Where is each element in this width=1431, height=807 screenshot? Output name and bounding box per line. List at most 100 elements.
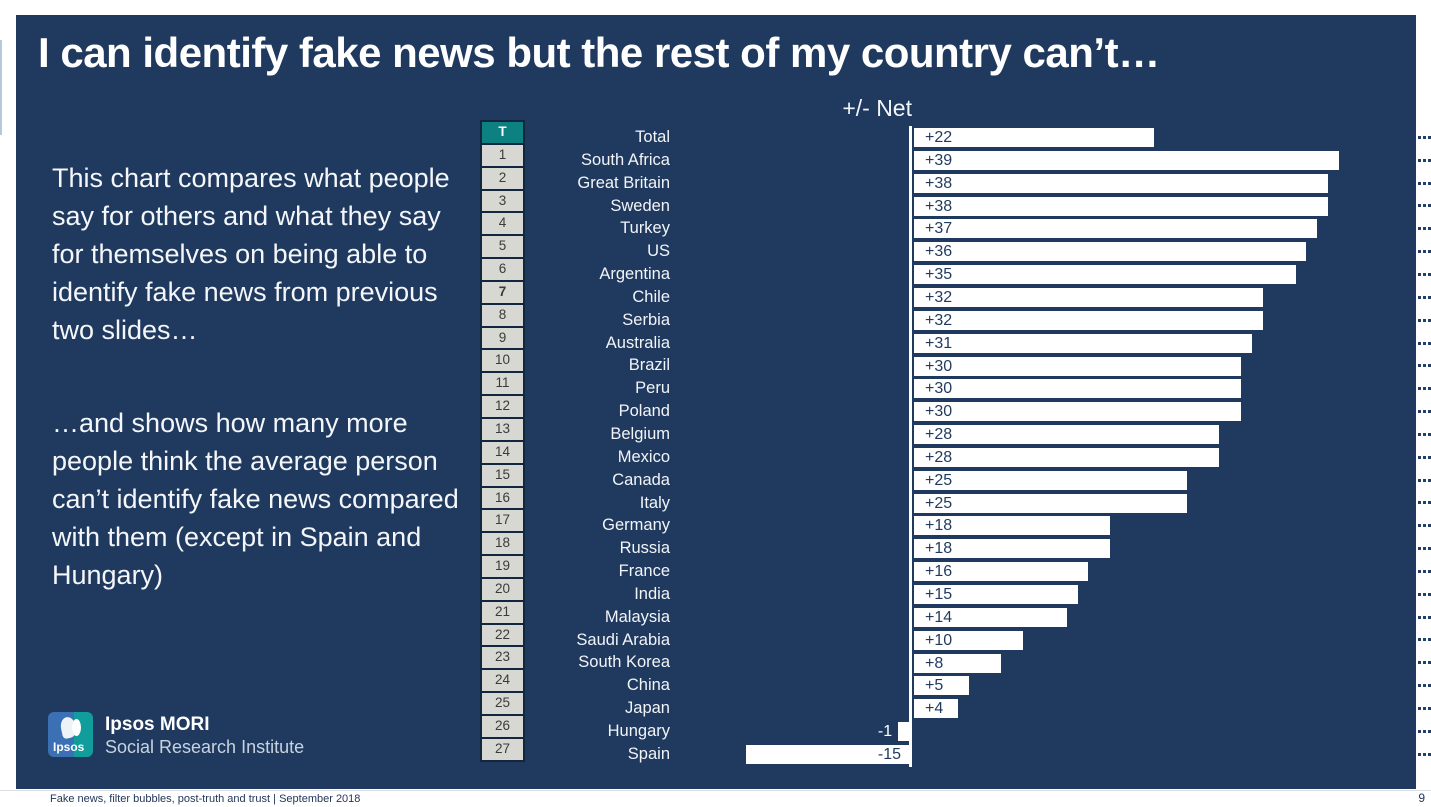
country-label: Saudi Arabia [576, 630, 670, 649]
country-label: Argentina [599, 265, 670, 284]
bar-value-label: -1 [877, 723, 893, 741]
bar: +10 [914, 630, 1023, 650]
bar-value-label: +28 [925, 448, 953, 466]
commentary-block: This chart compares what people say for … [52, 159, 476, 594]
dotted-guide-row [1418, 240, 1431, 263]
bar: +32 [914, 287, 1263, 307]
bar: +38 [914, 173, 1329, 193]
commentary-paragraph-1: This chart compares what people say for … [52, 163, 450, 345]
bar: +16 [914, 562, 1089, 582]
bar: +4 [914, 699, 958, 719]
dotted-guide-row [1418, 629, 1431, 652]
bar-value-label: +5 [925, 677, 944, 695]
bar-value-label: +36 [925, 243, 953, 261]
bar-value-label: +18 [925, 540, 953, 558]
footer-divider [0, 790, 1431, 791]
logo-glyph [72, 719, 81, 736]
rank-cell: 21 [482, 601, 523, 623]
country-label: US [647, 242, 670, 261]
bar-value-label: +38 [925, 174, 953, 192]
bar: +18 [914, 539, 1111, 559]
bar-value-label: +37 [925, 220, 953, 238]
rank-cell: 7 [482, 281, 523, 303]
left-edge-artifact [0, 40, 2, 135]
dotted-guide-row [1418, 583, 1431, 606]
bar-value-label: +30 [925, 357, 953, 375]
dotted-guide-row [1418, 720, 1431, 743]
bar: +37 [914, 219, 1318, 239]
bar-value-label: +8 [925, 654, 944, 672]
dotted-guide-row [1418, 469, 1431, 492]
country-label: Total [635, 128, 670, 146]
rank-cell: 22 [482, 624, 523, 646]
logo-block: Ipsos Ipsos MORI Social Research Institu… [48, 712, 304, 758]
rank-cell: 4 [482, 213, 523, 235]
bar-value-label: +14 [925, 608, 953, 626]
bar: +28 [914, 425, 1220, 445]
bar-value-label: +28 [925, 426, 953, 444]
country-label: France [618, 562, 670, 581]
bar-value-label: +35 [925, 266, 953, 284]
axis-baseline [909, 126, 912, 767]
bar: +30 [914, 356, 1241, 376]
rank-cell: 16 [482, 487, 523, 509]
rank-cell: 23 [482, 647, 523, 669]
country-label: Spain [627, 744, 670, 763]
bar-value-label: +18 [925, 517, 953, 535]
dotted-guide-row [1418, 446, 1431, 469]
dotted-guide-row [1418, 149, 1431, 172]
logo-brand-text: Ipsos [53, 740, 85, 754]
dotted-guide-row [1418, 354, 1431, 377]
country-label: Turkey [620, 219, 670, 238]
bar: +36 [914, 242, 1307, 262]
dotted-guide-row [1418, 332, 1431, 355]
rank-cell: 9 [482, 327, 523, 349]
dotted-guide-row [1418, 492, 1431, 515]
bar-value-label: +25 [925, 471, 953, 489]
dotted-guide-row [1418, 697, 1431, 720]
country-label: Australia [605, 333, 670, 352]
rank-cell: 3 [482, 190, 523, 212]
dotted-guide-row [1418, 674, 1431, 697]
bar-chart: +22 +39 +38 +38 +37 +36 +35 +32 +32 +31 +30 +30 +30 +… [16, 126, 1416, 771]
bar-value-label: +32 [925, 311, 953, 329]
bar: +14 [914, 607, 1067, 627]
rank-cell: 8 [482, 304, 523, 326]
bar-value-label: +10 [925, 631, 953, 649]
bar: +39 [914, 150, 1340, 170]
country-label: Russia [619, 539, 670, 558]
dotted-guide-row [1418, 263, 1431, 286]
bar: +5 [914, 676, 969, 696]
rank-cell: 26 [482, 715, 523, 737]
bar: +38 [914, 196, 1329, 216]
bar-value-label: +30 [925, 403, 953, 421]
country-label: Great Britain [577, 173, 670, 192]
country-label: Serbia [622, 310, 670, 329]
bar: +28 [914, 447, 1220, 467]
country-label: Mexico [617, 447, 670, 466]
country-label: China [626, 676, 670, 695]
country-label: Canada [612, 470, 670, 489]
rank-cell: 13 [482, 418, 523, 440]
bar-value-label: +38 [925, 197, 953, 215]
bar: +32 [914, 310, 1263, 330]
ipsos-logo-icon: Ipsos [48, 712, 93, 757]
dotted-guide-row [1418, 651, 1431, 674]
bar: +22 [914, 128, 1154, 147]
rank-cell: 18 [482, 533, 523, 555]
country-label: South Korea [578, 653, 670, 672]
country-label: Malaysia [604, 607, 670, 626]
bar: +18 [914, 516, 1111, 536]
slide-title: I can identify fake news but the rest of… [38, 29, 1160, 76]
country-label: Peru [635, 379, 670, 398]
country-label: Japan [625, 699, 670, 718]
country-label: Poland [618, 402, 670, 421]
bar-value-label: -15 [877, 745, 901, 763]
rank-cell: 12 [482, 396, 523, 417]
dotted-guide-row [1418, 560, 1431, 583]
bar: +8 [914, 653, 1002, 673]
bar-value-label: +15 [925, 586, 953, 603]
bar-value-label: +22 [925, 129, 953, 146]
bar: -15 [745, 744, 909, 764]
